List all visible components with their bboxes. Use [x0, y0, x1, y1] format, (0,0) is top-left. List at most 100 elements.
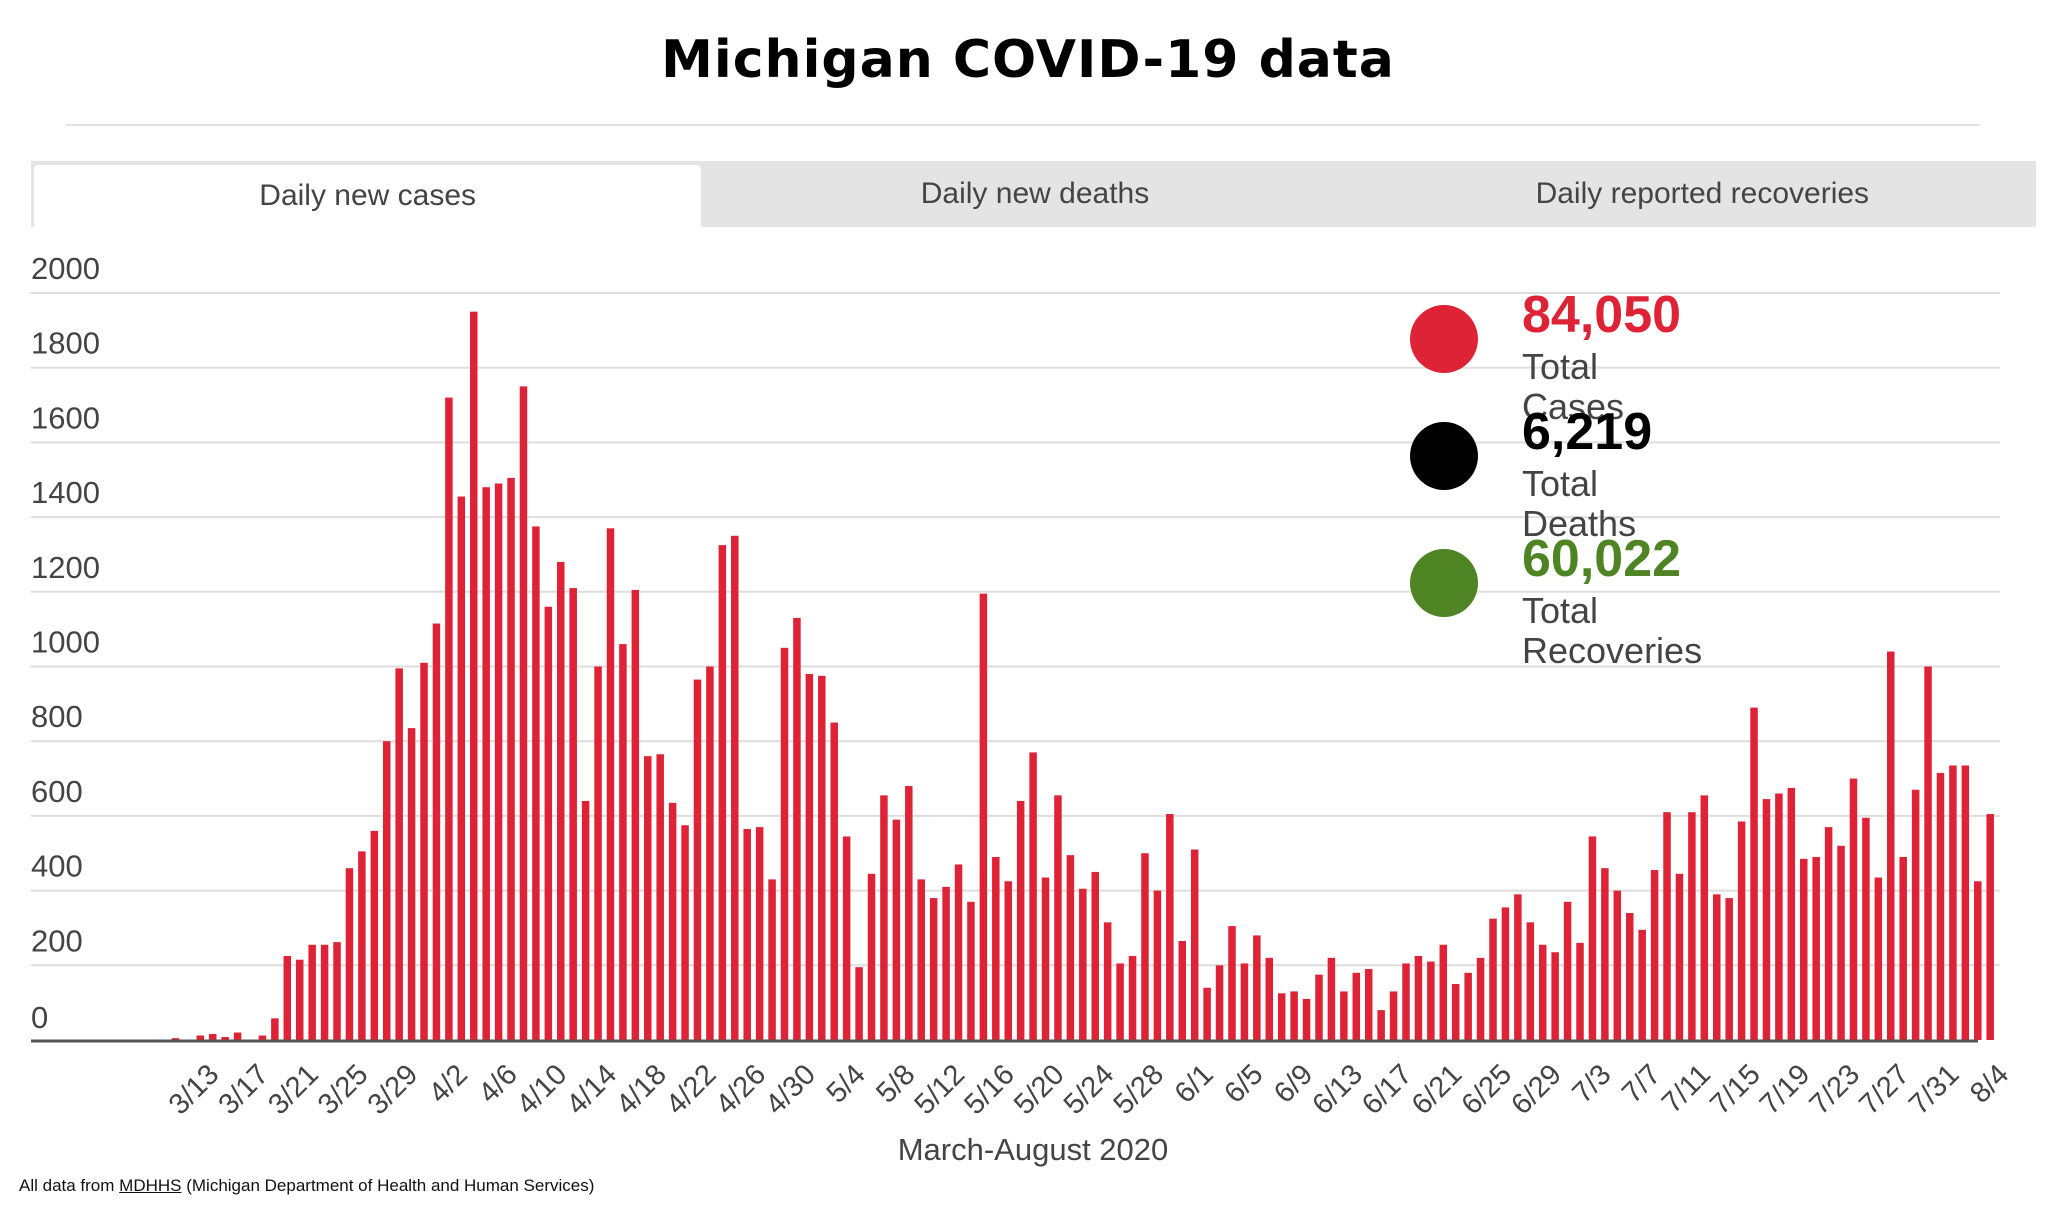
x-tick-label: 3/17 — [213, 1058, 276, 1121]
x-tick-label: 6/17 — [1356, 1058, 1419, 1121]
x-tick-label: 8/4 — [1964, 1058, 2015, 1109]
x-tick-label: 4/26 — [710, 1058, 773, 1121]
bar — [992, 856, 1000, 1040]
bar — [1563, 901, 1572, 1040]
bar — [445, 397, 453, 1041]
x-tick-label: 5/16 — [958, 1058, 1021, 1121]
y-tick-label: 0 — [31, 1000, 48, 1035]
y-tick-label: 800 — [31, 699, 83, 734]
tab-daily-new-deaths[interactable]: Daily new deaths — [920, 177, 1150, 210]
bar — [1029, 752, 1037, 1040]
bar — [681, 825, 689, 1040]
bar — [1625, 913, 1634, 1040]
bar — [606, 528, 615, 1040]
bar — [407, 728, 416, 1040]
bar — [842, 836, 851, 1040]
bar — [196, 1035, 205, 1040]
bar — [855, 967, 863, 1040]
bar — [1054, 795, 1062, 1040]
bar — [494, 483, 503, 1040]
bar — [1725, 898, 1733, 1040]
bar — [395, 668, 403, 1040]
x-tick-label: 4/10 — [511, 1058, 574, 1121]
bar — [482, 487, 490, 1041]
bar — [1974, 881, 1982, 1040]
bar — [768, 879, 776, 1040]
bar — [358, 851, 366, 1040]
bar — [1526, 922, 1535, 1040]
bar — [569, 588, 577, 1040]
bar — [1364, 969, 1373, 1040]
bar — [320, 944, 329, 1040]
bar — [1166, 814, 1174, 1040]
x-tick-label: 4/2 — [423, 1058, 474, 1109]
bar — [867, 873, 876, 1040]
bar — [208, 1034, 217, 1040]
bar — [1775, 793, 1783, 1040]
bar — [1327, 957, 1336, 1040]
bar — [221, 1037, 229, 1040]
bar — [979, 593, 988, 1040]
y-tick-label: 1600 — [31, 400, 100, 435]
x-tick-label: 5/24 — [1058, 1058, 1121, 1121]
bar — [594, 666, 602, 1040]
x-tick-label: 3/29 — [362, 1058, 425, 1121]
total-deaths-label: Total Deaths — [1522, 463, 1637, 544]
bar — [954, 864, 963, 1040]
y-tick-label: 1400 — [31, 475, 100, 510]
bar — [1066, 855, 1075, 1040]
x-tick-label: 6/13 — [1306, 1058, 1369, 1121]
bar — [1128, 955, 1137, 1040]
bar — [1315, 974, 1323, 1040]
tab-daily-new-cases[interactable]: Daily new cases — [34, 165, 702, 227]
bar — [1874, 877, 1883, 1040]
bar — [1178, 941, 1187, 1040]
bar — [1688, 812, 1696, 1040]
bar — [1538, 944, 1547, 1040]
bar — [333, 942, 341, 1040]
bar — [308, 944, 316, 1040]
bar — [271, 1018, 279, 1040]
bar — [1464, 972, 1472, 1040]
bar — [1588, 836, 1597, 1040]
bar — [1190, 849, 1199, 1040]
bar — [1340, 991, 1348, 1040]
bar — [370, 830, 379, 1040]
bar — [743, 828, 751, 1040]
bar — [656, 754, 664, 1040]
bar — [942, 886, 950, 1040]
bar — [793, 617, 801, 1040]
y-tick-label: 1200 — [31, 550, 100, 585]
bar — [1489, 918, 1497, 1040]
bar — [532, 526, 540, 1040]
bar — [1737, 821, 1746, 1040]
x-tick-label: 7/3 — [1566, 1058, 1617, 1109]
x-tick-label: 3/21 — [262, 1058, 325, 1121]
bar — [1253, 935, 1261, 1040]
tab-daily-reported-recoveries[interactable]: Daily reported recoveries — [1535, 177, 1870, 210]
bar — [258, 1035, 267, 1040]
bar — [1103, 922, 1112, 1040]
bar — [557, 561, 565, 1040]
bar — [1153, 890, 1162, 1040]
x-tick-label: 7/23 — [1804, 1058, 1867, 1121]
x-tick-label: 6/25 — [1456, 1058, 1519, 1121]
mdhhs-link[interactable]: MDHHS — [119, 1176, 182, 1195]
x-tick-label: 4/18 — [610, 1058, 673, 1121]
bar — [1849, 778, 1858, 1040]
bar — [1414, 955, 1423, 1040]
bar — [693, 679, 702, 1040]
bar — [1451, 983, 1460, 1040]
bar — [1613, 890, 1622, 1040]
bar — [1762, 799, 1771, 1040]
x-tick-label: 6/5 — [1218, 1058, 1269, 1109]
bar — [1514, 894, 1522, 1040]
bar — [830, 722, 838, 1040]
bar — [1750, 707, 1758, 1040]
bar — [929, 898, 938, 1040]
x-tick-label: 5/28 — [1108, 1058, 1171, 1121]
bar — [1936, 772, 1945, 1040]
bar — [1949, 765, 1957, 1040]
bar — [967, 901, 975, 1040]
